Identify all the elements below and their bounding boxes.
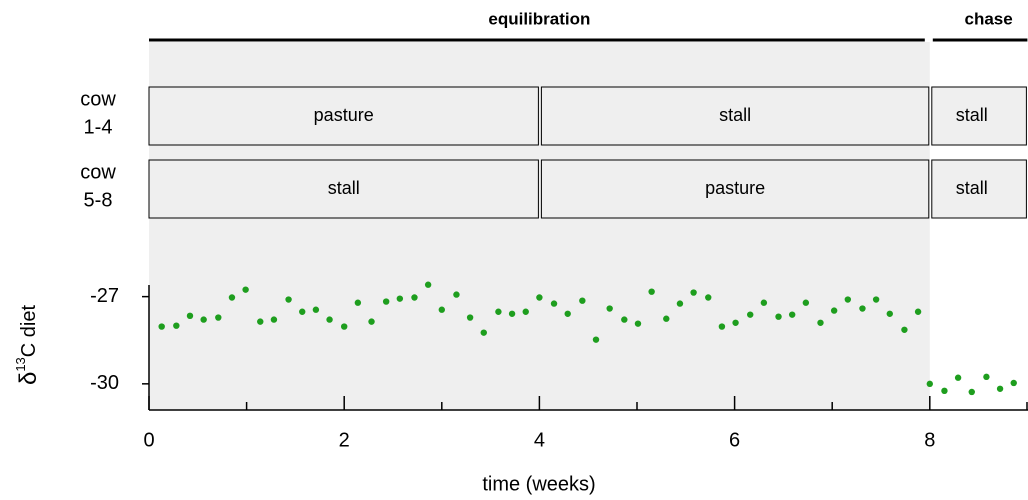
- data-point: [732, 319, 739, 326]
- diet-box: [148, 159, 539, 219]
- x-tick-label: 8: [924, 429, 935, 451]
- data-point: [676, 300, 684, 307]
- diet-box: [931, 159, 1027, 219]
- data-point: [242, 286, 249, 293]
- diet-box: [540, 86, 930, 146]
- y-tick-label: -30: [90, 372, 119, 394]
- data-point: [186, 312, 194, 320]
- data-point: [508, 310, 516, 317]
- data-point: [621, 316, 628, 323]
- phase-label: equilibration: [488, 9, 590, 28]
- diet-box: [540, 159, 930, 219]
- data-point: [634, 320, 642, 327]
- data-point: [968, 388, 975, 396]
- data-point: [830, 307, 838, 314]
- x-axis-label: time (weeks): [482, 473, 595, 495]
- data-point: [606, 305, 613, 312]
- data-point: [802, 299, 810, 306]
- data-point: [718, 323, 726, 330]
- data-point: [886, 310, 893, 317]
- row-label: 1-4: [84, 116, 113, 138]
- y-label-rest: C diet: [18, 305, 40, 358]
- data-point: [228, 294, 236, 301]
- data-point: [926, 380, 933, 388]
- diet-label: stall: [328, 178, 360, 198]
- data-point: [368, 318, 375, 325]
- data-point: [270, 316, 278, 323]
- y-tick-label: -27: [90, 285, 119, 307]
- data-point: [996, 385, 1004, 392]
- row-label: cow: [80, 88, 116, 110]
- data-point: [901, 326, 908, 333]
- data-point: [536, 294, 543, 301]
- data-point: [424, 281, 432, 288]
- data-point: [341, 323, 348, 330]
- y-label-symbol: δ: [15, 372, 42, 385]
- x-tick-label: 0: [143, 429, 154, 451]
- data-point: [382, 298, 390, 305]
- data-point: [648, 288, 655, 295]
- data-point: [173, 322, 180, 329]
- data-point: [158, 323, 165, 330]
- data-point: [285, 296, 292, 303]
- data-point: [914, 308, 922, 315]
- data-point: [466, 314, 474, 321]
- data-point: [215, 314, 222, 321]
- diet-box: [931, 86, 1027, 146]
- x-tick-label: 6: [729, 429, 740, 451]
- data-point: [438, 306, 445, 313]
- data-point: [396, 295, 404, 302]
- diet-row: stall pasture stall: [148, 159, 1027, 219]
- data-point: [1010, 379, 1017, 387]
- diet-label: stall: [719, 105, 751, 125]
- data-point: [817, 319, 824, 326]
- data-point: [480, 329, 487, 336]
- data-point: [983, 373, 990, 381]
- diet-label: stall: [956, 105, 988, 125]
- data-point: [564, 310, 571, 317]
- x-tick-label: 4: [534, 429, 545, 451]
- data-point: [663, 315, 670, 322]
- data-point: [760, 299, 768, 306]
- data-point: [872, 296, 880, 303]
- row-label: cow: [80, 161, 116, 183]
- x-tick-label: 2: [339, 429, 350, 451]
- data-point: [788, 311, 796, 318]
- data-point: [200, 316, 207, 323]
- data-point: [522, 308, 529, 315]
- y-axis-label: δ13C diet: [13, 305, 42, 386]
- data-point: [354, 299, 362, 306]
- diet-box: [148, 86, 539, 146]
- data-point: [299, 308, 306, 315]
- data-point: [579, 297, 586, 304]
- phase-label: chase: [964, 9, 1012, 28]
- diet-label: pasture: [314, 105, 374, 125]
- y-label-sup: 13: [13, 357, 28, 371]
- data-point: [941, 387, 948, 395]
- data-point: [550, 300, 558, 307]
- diet-row: pasture stall stall: [148, 86, 1027, 146]
- data-point: [705, 294, 712, 301]
- data-point: [954, 374, 962, 381]
- row-label: 5-8: [84, 189, 113, 211]
- data-point: [453, 291, 460, 298]
- diet-label: pasture: [705, 178, 765, 198]
- data-point: [859, 305, 866, 312]
- data-point: [747, 311, 754, 318]
- data-point: [257, 318, 264, 325]
- data-point: [411, 294, 418, 301]
- data-point: [326, 316, 333, 323]
- diet-label: stall: [956, 178, 988, 198]
- data-point: [495, 308, 502, 315]
- data-point: [844, 296, 852, 303]
- data-point: [592, 336, 600, 343]
- data-point: [690, 289, 697, 296]
- data-point: [775, 313, 782, 320]
- data-point: [312, 306, 320, 313]
